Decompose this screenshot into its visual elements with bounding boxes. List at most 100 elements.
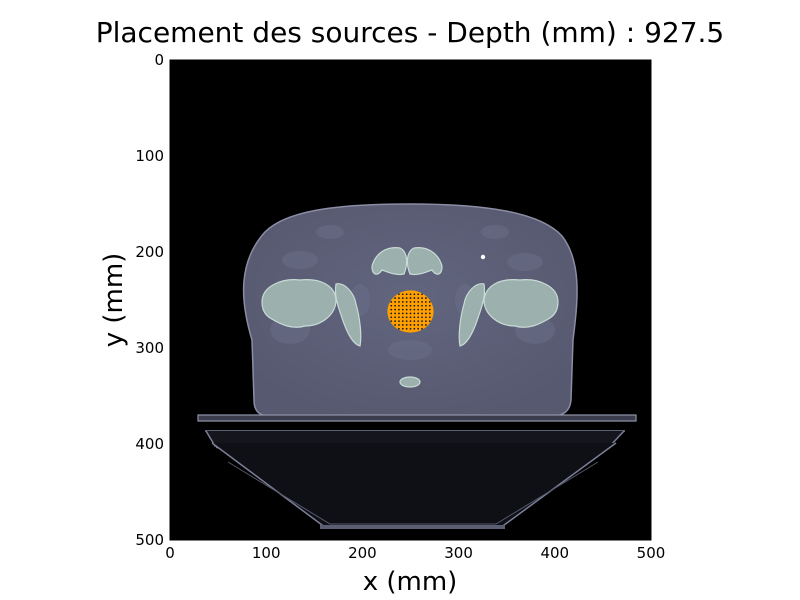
source-point (417, 304, 420, 307)
source-point (424, 324, 427, 326)
source-point (417, 293, 420, 296)
calcification-dot (480, 254, 486, 260)
source-point (421, 320, 423, 323)
source-point (394, 324, 397, 326)
source-point (401, 312, 404, 315)
source-point (421, 293, 423, 296)
left-acetabulum (334, 283, 362, 347)
source-point (394, 320, 397, 323)
source-point (398, 324, 400, 326)
source-point (421, 312, 423, 315)
source-point (409, 293, 412, 296)
source-point (405, 293, 408, 296)
source-point (405, 320, 408, 323)
y-tick-label: 300 (135, 339, 164, 357)
source-point (428, 316, 431, 319)
source-point (398, 301, 400, 303)
coccyx (399, 376, 421, 388)
source-point (417, 297, 420, 299)
source-point (394, 316, 397, 319)
source-point (417, 308, 420, 311)
source-point (394, 312, 397, 315)
source-point (390, 308, 393, 311)
patient-table (197, 414, 637, 529)
source-point (428, 308, 431, 311)
source-point (413, 297, 416, 299)
x-tick-label: 200 (348, 544, 377, 562)
source-point (428, 301, 431, 303)
source-point (405, 327, 408, 330)
source-point (413, 320, 416, 323)
source-point (405, 324, 408, 326)
pubic-symphysis-right (406, 247, 443, 276)
y-tick-label: 400 (135, 435, 164, 453)
left-femoral-head (261, 279, 337, 328)
source-point (424, 320, 427, 323)
source-point (424, 304, 427, 307)
source-point (413, 316, 416, 319)
y-tick-label: 200 (135, 243, 164, 261)
x-axis-ticks: 0 100 200 300 400 500 (165, 544, 665, 562)
source-point (417, 312, 420, 315)
ct-image (170, 60, 651, 540)
source-point (409, 316, 412, 319)
x-tick-label: 100 (252, 544, 281, 562)
source-point (417, 316, 420, 319)
source-point (390, 320, 393, 323)
source-point (421, 301, 423, 303)
source-point (405, 308, 408, 311)
source-point (428, 312, 431, 315)
target-region (387, 290, 434, 333)
x-tick-label: 0 (165, 544, 175, 562)
source-point (421, 304, 423, 307)
y-axis-ticks: 0 100 200 300 400 500 (135, 51, 164, 549)
source-point (424, 297, 427, 299)
source-point (401, 324, 404, 326)
source-point (394, 297, 397, 299)
source-point (398, 316, 400, 319)
source-point (398, 308, 400, 311)
source-point (409, 304, 412, 307)
y-tick-label: 500 (135, 531, 164, 549)
source-point (417, 324, 420, 326)
chart-title: Placement des sources - Depth (mm) : 927… (96, 16, 725, 49)
source-point (417, 301, 420, 303)
source-point (394, 308, 397, 311)
source-point (401, 316, 404, 319)
source-point (409, 324, 412, 326)
source-point (398, 312, 400, 315)
source-point (413, 308, 416, 311)
source-point (401, 293, 404, 296)
target-layer (387, 290, 434, 333)
source-point (413, 324, 416, 326)
source-point (394, 301, 397, 303)
source-point (428, 304, 431, 307)
source-point (398, 320, 400, 323)
source-point (398, 297, 400, 299)
source-point (409, 312, 412, 315)
source-point (424, 312, 427, 315)
source-point (417, 327, 420, 330)
source-point (409, 320, 412, 323)
pelvic-bones (261, 247, 559, 388)
source-point (390, 301, 393, 303)
pubic-symphysis-left (371, 247, 408, 276)
y-tick-label: 0 (154, 51, 164, 69)
source-point (405, 301, 408, 303)
source-point (401, 308, 404, 311)
source-point (421, 297, 423, 299)
source-point (424, 308, 427, 311)
source-point (405, 304, 408, 307)
source-point (413, 327, 416, 330)
y-tick-label: 100 (135, 147, 164, 165)
source-point (409, 297, 412, 299)
source-point (398, 293, 400, 296)
source-point (413, 304, 416, 307)
source-point (398, 304, 400, 307)
source-point (405, 316, 408, 319)
source-point (421, 316, 423, 319)
source-point (401, 320, 404, 323)
source-point (405, 312, 408, 315)
right-femoral-head (483, 279, 559, 328)
